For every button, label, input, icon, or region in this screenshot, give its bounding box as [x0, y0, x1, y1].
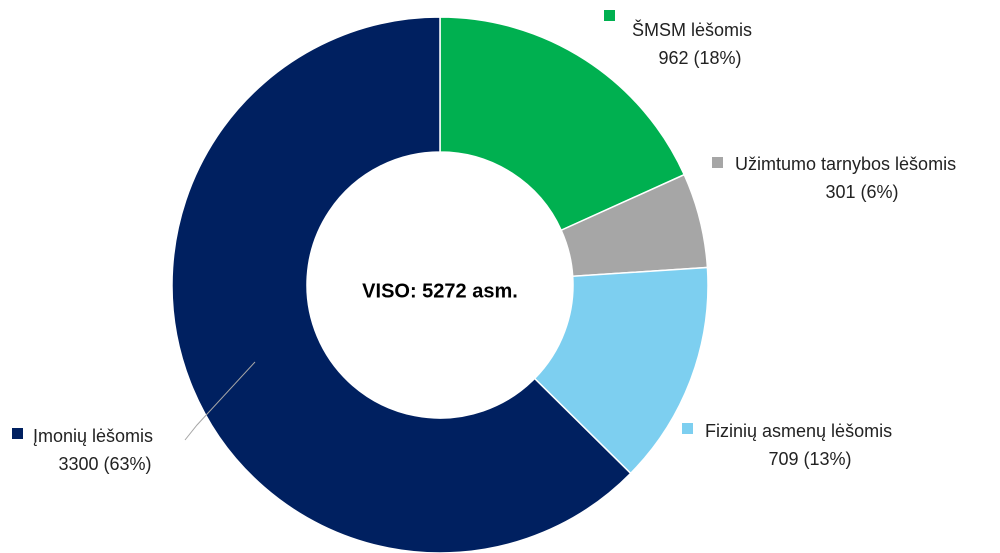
slice: [171, 16, 632, 553]
legend-key: [604, 10, 615, 21]
slice-value-label: 301 (6%): [825, 182, 898, 202]
slice-label: Fizinių asmenų lėšomis: [705, 421, 892, 441]
slice-label: Užimtumo tarnybos lėšomis: [735, 154, 956, 174]
center-label: VISO: 5272 asm.: [362, 280, 518, 302]
slice-value-label: 3300 (63%): [58, 454, 151, 474]
slice-label: ŠMSM lėšomis: [632, 19, 752, 40]
slice: [439, 16, 686, 232]
legend-key: [682, 423, 693, 434]
slice-value-label: 962 (18%): [658, 48, 741, 68]
slice-label: Įmonių lėšomis: [33, 426, 153, 446]
leader-line: [184, 361, 256, 441]
legend-key: [712, 157, 723, 168]
slice: [533, 266, 709, 475]
legend-key: [12, 428, 23, 439]
slice-value-label: 709 (13%): [768, 449, 851, 469]
